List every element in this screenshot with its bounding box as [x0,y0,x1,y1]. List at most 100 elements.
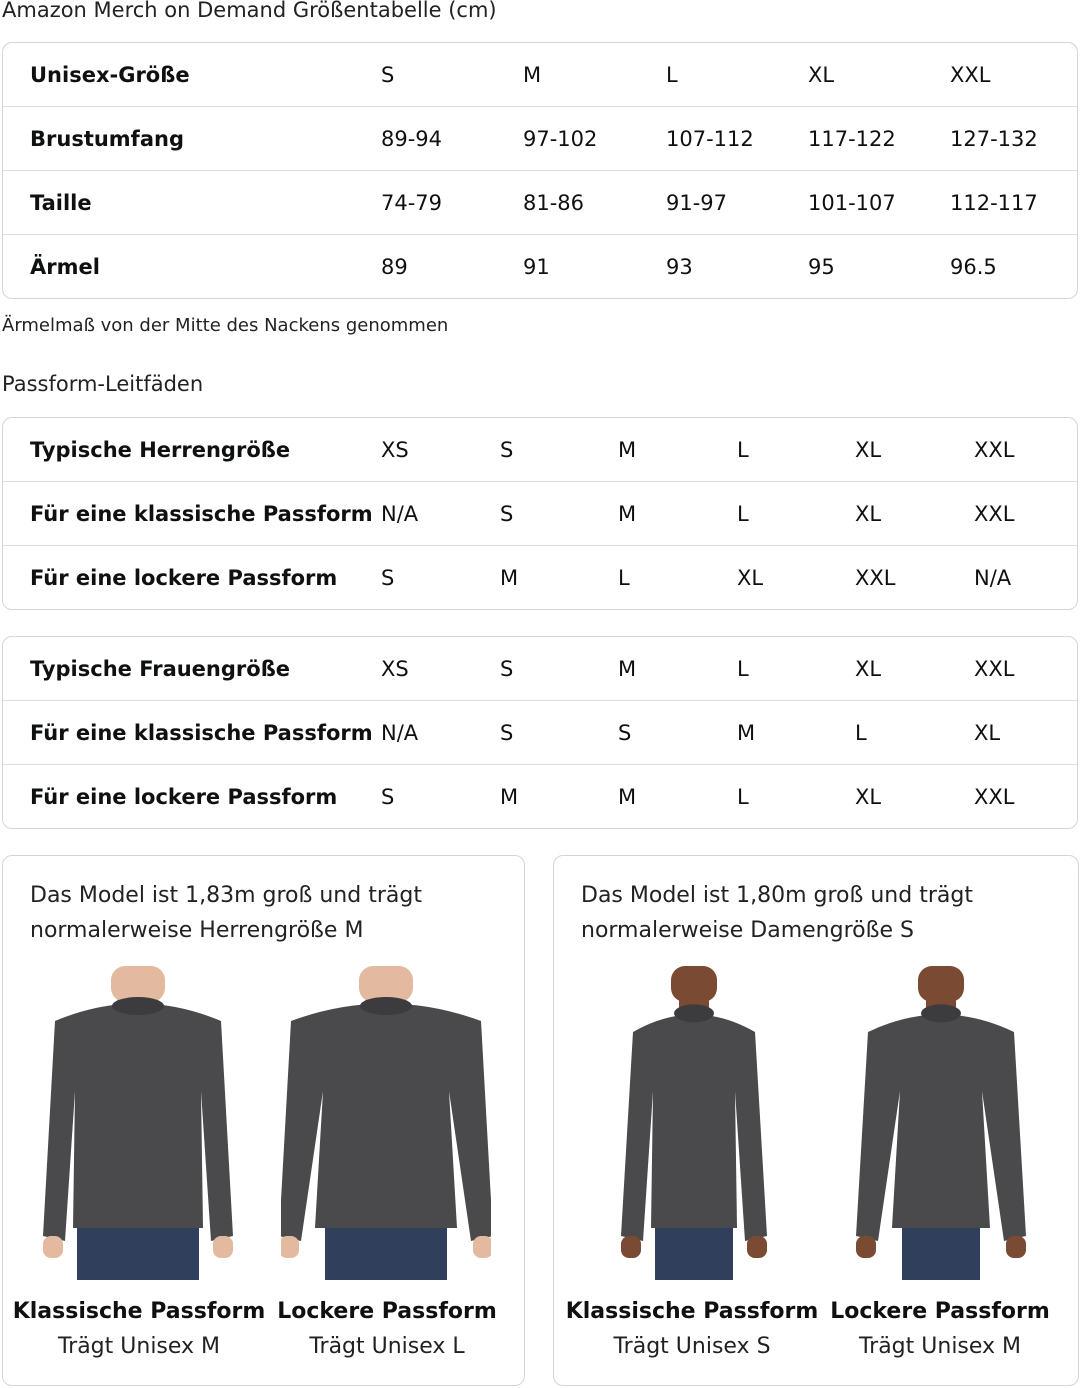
wears-label: Trägt Unisex M [57,1334,221,1359]
sweatshirt [856,1014,1026,1241]
model-photo [589,966,799,1280]
table-cell: N/A [381,720,419,745]
table-cell: S [500,437,514,462]
sweatshirt [279,1003,493,1241]
table-cell: N/A [974,565,1012,590]
jeans [77,1228,199,1280]
table-cell: L [666,62,678,87]
women-model-card: Das Model ist 1,80m groß und trägt norma… [553,855,1079,1386]
table-cell: S [381,565,395,590]
table-row: Für eine klassische Passform N/A S S M L XL [3,700,1077,764]
table-row: Ärmel 89 91 93 95 96.5 [3,234,1077,298]
table-cell: XL [974,720,1001,745]
fit-label: Klassische Passform [565,1299,819,1324]
table-cell: 93 [666,254,693,279]
jeans [655,1228,733,1280]
table-cell: M [618,437,637,462]
table-cell: 117-122 [808,126,896,151]
model-caption: Lockere Passform Trägt Unisex L [257,1299,517,1359]
table-cell: 91-97 [666,190,728,215]
table-cell: 112-117 [950,190,1038,215]
unisex-size-table: Unisex-Größe S M L XL XXL Brustumfang 89-94 97-1… [2,42,1078,299]
hand-right [473,1236,493,1258]
table-cell: XXL [950,62,991,87]
table-cell: XL [855,656,882,681]
model-photo [33,966,243,1280]
model-description: Das Model ist 1,80m groß und trägt norma… [581,883,973,943]
table-cell: XL [737,565,764,590]
hand-left [621,1236,641,1258]
table-cell: 89 [381,254,408,279]
model-caption: Klassische Passform Trägt Unisex M [9,1299,269,1359]
table-cell: XL [855,437,882,462]
table-row: Typische Herrengröße XS S M L XL XXL [3,418,1077,481]
table-cell: S [381,62,395,87]
men-fit-table: Typische Herrengröße XS S M L XL XXL Für eine k… [2,417,1078,610]
row-label: Ärmel [30,254,100,279]
table-cell: 107-112 [666,126,754,151]
table-cell: M [523,62,542,87]
model-caption: Lockere Passform Trägt Unisex M [810,1299,1070,1359]
row-label: Brustumfang [30,126,184,151]
collar [360,997,412,1015]
table-row: Typische Frauengröße XS S M L XL XXL [3,637,1077,700]
fit-label: Klassische Passform [12,1299,266,1324]
table-cell: 97-102 [523,126,598,151]
table-cell: M [618,784,637,809]
table-cell: S [500,501,514,526]
table-cell: M [618,501,637,526]
sleeve-note: Ärmelmaß von der Mitte des Nackens genom… [2,315,449,336]
collar [674,1004,714,1023]
wears-label: Trägt Unisex M [858,1334,1022,1359]
table-row: Für eine lockere Passform S M L XL XXL N/A [3,545,1077,609]
hand-left [279,1236,299,1258]
table-cell: XL [855,501,882,526]
model-photo [836,966,1046,1280]
sweatshirt [621,1014,767,1241]
fit-label: Lockere Passform [830,1299,1050,1324]
row-label: Für eine klassische Passform [30,501,373,526]
table-row: Taille 74-79 81-86 91-97 101-107 112-117 [3,170,1077,234]
model-photo [279,966,493,1280]
table-row: Für eine klassische Passform N/A S M L XL XXL [3,481,1077,545]
table-cell: XXL [974,656,1015,681]
row-label: Für eine lockere Passform [30,784,338,809]
table-row: Unisex-Größe S M L XL XXL [3,43,1077,106]
table-cell: M [737,720,756,745]
table-cell: L [737,437,749,462]
wears-label: Trägt Unisex S [613,1334,771,1359]
model-description: Das Model ist 1,83m groß und trägt norma… [30,883,422,943]
fit-guide-title: Passform-Leitfäden [2,372,204,396]
table-cell: XXL [974,501,1015,526]
table-row: Für eine lockere Passform S M M L XL XXL [3,764,1077,828]
sweatshirt [43,1003,233,1241]
table-cell: 91 [523,254,550,279]
row-label: Taille [30,190,92,215]
table-cell: XL [808,62,835,87]
table-cell: S [500,720,514,745]
table-cell: M [500,565,519,590]
table-cell: L [618,565,630,590]
model-caption: Klassische Passform Trägt Unisex S [562,1299,822,1359]
table-cell: L [737,501,749,526]
table-cell: 127-132 [950,126,1038,151]
collar [921,1004,961,1023]
table-cell: XS [381,656,409,681]
table-cell: S [381,784,395,809]
row-label: Unisex-Größe [30,62,190,87]
table-cell: XXL [855,565,896,590]
jeans [325,1228,447,1280]
fit-label: Lockere Passform [277,1299,497,1324]
page-title: Amazon Merch on Demand Größentabelle (cm… [2,0,497,22]
hand-left [856,1236,876,1258]
hand-right [1006,1236,1026,1258]
hand-left [43,1236,63,1258]
collar [112,997,164,1015]
hand-right [747,1236,767,1258]
row-label: Typische Frauengröße [30,656,291,681]
table-cell: 81-86 [523,190,585,215]
jeans [902,1228,980,1280]
table-cell: XXL [974,784,1015,809]
row-label: Typische Herrengröße [30,437,291,462]
table-cell: M [618,656,637,681]
